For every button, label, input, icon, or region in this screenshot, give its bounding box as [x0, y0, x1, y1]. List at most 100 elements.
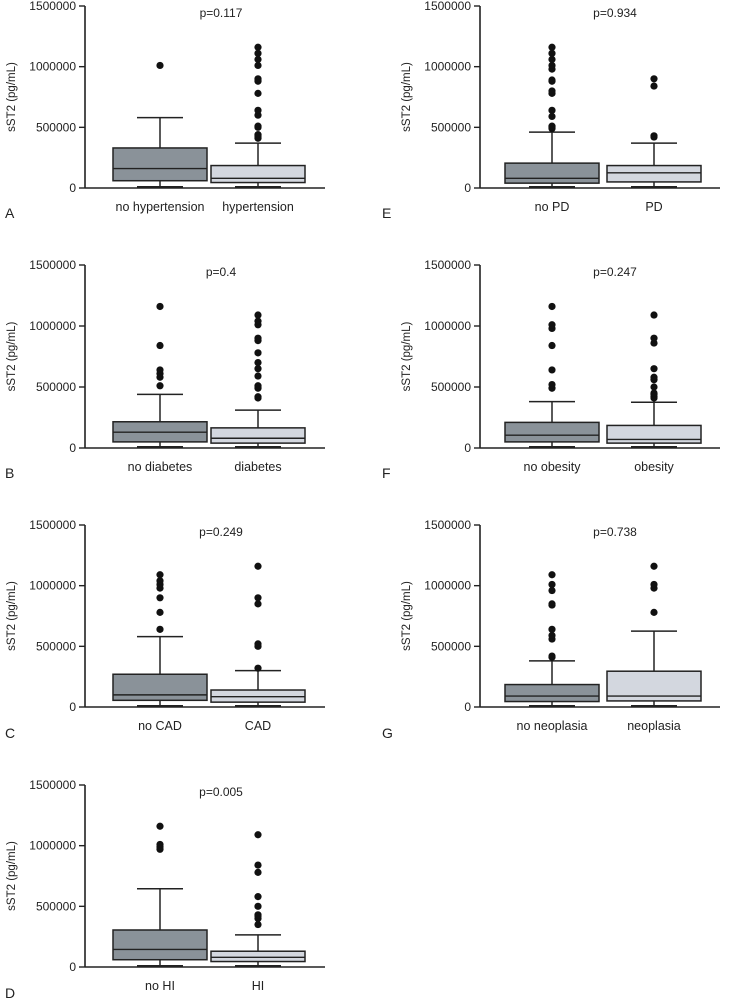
- outlier-point: [254, 365, 262, 373]
- panel-a: 0 500000 1000000 1500000 sST2 (pg/mL) p=0.117…: [5, 0, 325, 221]
- y-tick-label: 1500000: [424, 258, 471, 272]
- outlier-point: [650, 373, 658, 381]
- category-label: obesity: [634, 460, 674, 474]
- y-tick-label: 500000: [36, 380, 76, 394]
- box-group-condition: PD: [606, 75, 702, 214]
- box-group-reference: no CAD: [112, 571, 208, 733]
- outlier-point: [254, 131, 262, 139]
- y-tick-label: 1000000: [29, 60, 76, 74]
- outlier-point: [254, 861, 262, 869]
- outlier-point: [548, 652, 556, 660]
- y-axis-label: sST2 (pg/mL): [6, 62, 18, 132]
- category-label: hypertension: [222, 200, 294, 214]
- outlier-point: [254, 893, 262, 901]
- outlier-point: [156, 608, 164, 616]
- outlier-point: [548, 341, 556, 350]
- y-tick-label: 1000000: [424, 579, 471, 593]
- outlier-point: [254, 89, 262, 97]
- panel-c: 0 500000 1000000 1500000 sST2 (pg/mL) p=0.249…: [5, 518, 325, 741]
- y-tick-label: 0: [69, 700, 76, 714]
- panel-letter: E: [382, 205, 391, 221]
- outlier-point: [548, 321, 556, 329]
- outlier-point: [156, 577, 164, 585]
- y-tick-label: 0: [464, 441, 471, 455]
- box-iqr: [504, 421, 600, 443]
- p-value-label: p=0.247: [593, 265, 637, 279]
- category-label: no HI: [145, 979, 175, 993]
- outlier-point: [254, 75, 262, 83]
- box-group-reference: no neoplasia: [504, 571, 600, 733]
- outlier-point: [254, 106, 262, 114]
- outlier-point: [650, 608, 658, 616]
- outlier-point: [254, 334, 262, 342]
- box-group-condition: obesity: [606, 311, 702, 474]
- y-tick-label: 0: [69, 181, 76, 195]
- outlier-point: [254, 122, 262, 130]
- outlier-point: [254, 55, 262, 63]
- box-group-condition: HI: [210, 831, 306, 993]
- p-value-label: p=0.005: [199, 785, 243, 799]
- category-label: no neoplasia: [517, 719, 588, 733]
- outlier-point: [254, 664, 262, 672]
- box-iqr: [504, 162, 600, 184]
- y-axis-label: sST2 (pg/mL): [401, 322, 413, 392]
- outlier-point: [548, 87, 556, 95]
- outlier-point: [548, 302, 556, 311]
- p-value-label: p=0.738: [593, 525, 637, 539]
- box-group-reference: no hypertension: [112, 61, 208, 214]
- outlier-point: [254, 868, 262, 876]
- outlier-point: [254, 902, 262, 910]
- y-tick-label: 0: [69, 960, 76, 974]
- outlier-point: [254, 61, 262, 70]
- outlier-point: [254, 831, 262, 839]
- y-tick-label: 500000: [36, 899, 76, 913]
- outlier-point: [254, 372, 262, 380]
- panel-letter: C: [5, 725, 15, 741]
- p-value-label: p=0.117: [200, 6, 243, 20]
- y-tick-label: 1000000: [29, 319, 76, 333]
- y-tick-label: 0: [69, 441, 76, 455]
- box-group-reference: no PD: [504, 43, 600, 214]
- outlier-point: [548, 571, 556, 579]
- box-group-reference: no HI: [112, 822, 208, 993]
- panel-e: 0 500000 1000000 1500000 sST2 (pg/mL) p=0.934…: [382, 0, 720, 221]
- category-label: no PD: [535, 200, 570, 214]
- outlier-point: [548, 122, 556, 130]
- outlier-point: [254, 911, 262, 919]
- panel-d: 0 500000 1000000 1500000 sST2 (pg/mL) p=0.005…: [5, 778, 325, 1000]
- y-tick-label: 1500000: [424, 518, 471, 532]
- box-iqr: [210, 164, 306, 184]
- outlier-point: [156, 341, 164, 350]
- category-label: no obesity: [524, 460, 582, 474]
- outlier-point: [156, 382, 164, 390]
- category-label: CAD: [245, 719, 271, 733]
- y-tick-label: 500000: [431, 639, 471, 653]
- box-group-condition: CAD: [210, 562, 306, 733]
- y-tick-label: 1500000: [424, 0, 471, 13]
- y-axis-label: sST2 (pg/mL): [401, 581, 413, 651]
- outlier-point: [548, 600, 556, 608]
- y-tick-label: 1000000: [29, 579, 76, 593]
- box-iqr: [112, 929, 208, 961]
- category-label: diabetes: [234, 460, 281, 474]
- y-tick-label: 500000: [431, 120, 471, 134]
- outlier-point: [156, 302, 164, 311]
- box-iqr: [112, 147, 208, 182]
- box-iqr: [606, 164, 702, 183]
- outlier-point: [650, 383, 658, 391]
- box-group-condition: neoplasia: [606, 562, 702, 733]
- outlier-point: [548, 106, 556, 114]
- outlier-point: [254, 49, 262, 57]
- outlier-point: [254, 43, 262, 51]
- outlier-point: [156, 366, 164, 374]
- outlier-point: [650, 365, 658, 373]
- y-axis-label: sST2 (pg/mL): [6, 841, 18, 911]
- outlier-point: [650, 389, 658, 397]
- outlier-point: [254, 594, 262, 602]
- p-value-label: p=0.4: [206, 265, 237, 279]
- outlier-point: [548, 112, 556, 121]
- y-tick-label: 1000000: [29, 839, 76, 853]
- outlier-point: [548, 380, 556, 389]
- p-value-label: p=0.249: [199, 525, 243, 539]
- y-tick-label: 0: [464, 700, 471, 714]
